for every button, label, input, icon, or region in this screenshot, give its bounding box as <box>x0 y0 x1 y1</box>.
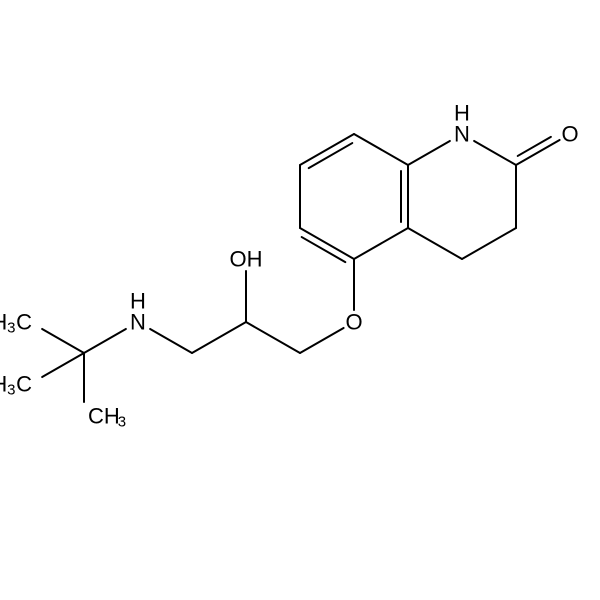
bond-line <box>192 322 246 353</box>
atom-label: H <box>0 372 7 397</box>
atom-label: H <box>130 289 146 314</box>
atom-label: 3 <box>7 382 15 399</box>
bond-line <box>474 141 516 165</box>
bond-line <box>408 141 450 165</box>
bond-line <box>518 137 551 156</box>
atom-label: C <box>16 310 32 335</box>
bond-line <box>150 329 192 353</box>
bond-line <box>42 329 84 353</box>
atom-label: H <box>454 101 470 126</box>
atom-label: 3 <box>118 414 126 431</box>
atom-label: O <box>345 310 362 335</box>
molecule-diagram: NHOOOHNHCH3C3HC3H <box>0 0 600 600</box>
bond-line <box>84 329 126 353</box>
atom-label: OH <box>230 247 263 272</box>
bond-line <box>300 328 344 353</box>
atom-label: O <box>561 122 578 147</box>
atom-label: H <box>0 310 7 335</box>
bond-line <box>408 228 462 259</box>
atom-label: C <box>16 372 32 397</box>
bond-line <box>300 134 354 165</box>
bond-line <box>300 228 354 259</box>
bond-line <box>246 322 300 353</box>
bond-line <box>462 228 516 259</box>
atom-label: CH <box>88 404 120 429</box>
bond-line <box>42 353 84 377</box>
bond-line <box>354 228 408 259</box>
atom-label: 3 <box>7 320 15 337</box>
bond-line <box>354 134 408 165</box>
